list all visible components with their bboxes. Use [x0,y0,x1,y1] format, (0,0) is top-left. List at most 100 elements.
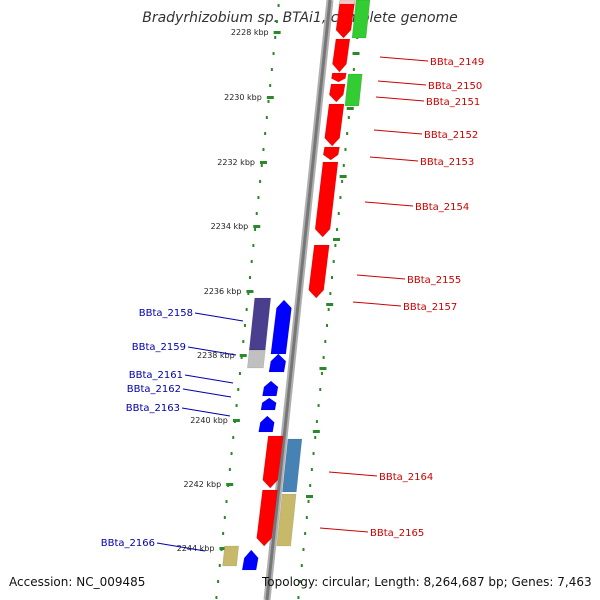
gene-bbta-2163 [258,415,275,433]
gene-bbta-2159 [268,353,287,373]
gene-label-right: BBta_2149 [430,57,484,68]
gene-bbta-2164 [262,435,284,489]
gene-label-right: BBta_2164 [379,472,433,483]
gene-blue [270,299,292,355]
major-tick [246,290,254,293]
right-track-dot [352,68,355,71]
left-track-dot [262,148,265,151]
gene-bbta-2152 [324,103,345,147]
gene-green-top [351,0,371,39]
kbp-label: 2240 kbp [190,416,228,425]
major-tick [273,31,281,34]
kbp-label: 2234 kbp [211,222,249,231]
left-track-dot [247,292,250,295]
right-track-dot [310,468,313,471]
left-track-dot [250,260,253,263]
major-tick [253,225,261,228]
gene-label-right: BBta_2157 [403,302,457,313]
right-track-dot [336,228,339,231]
right-track-dot [327,308,330,311]
right-track-dot [331,276,334,279]
right-track-dot [329,292,332,295]
right-track-dot [315,420,318,423]
major-tick [339,175,347,178]
gene-label-left: BBta_2161 [129,370,183,381]
leader-line [156,542,206,552]
right-track-dot [346,132,349,135]
gene-bbta-2166 [222,545,240,567]
gene-bbta-2150 [331,72,347,83]
right-track-dot [339,196,342,199]
right-track-dot [320,372,323,375]
right-track-dot [302,548,305,551]
left-track-dot [255,212,258,215]
leader-line [319,527,369,533]
right-track-dot [341,180,344,183]
gene-label-right: BBta_2165 [370,528,424,539]
right-track-dot [297,596,300,599]
left-track-dot [254,228,257,231]
major-tick [319,367,327,370]
major-tick [219,547,227,550]
gene-bbta-2159-box [247,349,266,369]
right-track-dot [304,532,307,535]
left-track-dot [222,532,225,535]
topology-text: Topology: circular; Length: 8,264,687 bp… [262,575,592,589]
left-track-dot [260,164,263,167]
right-track-dot [299,580,302,583]
genome-backbone [263,0,334,600]
major-tick [326,303,334,306]
kbp-label: 2232 kbp [217,158,255,167]
leader-line [194,312,244,322]
leader-line [181,407,231,417]
leader-line [356,274,406,280]
gene-bbta-2153 [322,146,340,161]
kbp-label: 2242 kbp [183,480,221,489]
gene-label-right: BBta_2150 [428,81,482,92]
genome-title: Bradyrhizobium sp. BTAi1, complete genom… [142,10,458,26]
left-track-dot [232,436,235,439]
gene-steel [282,438,303,493]
right-track-dot [322,356,325,359]
gene-label-left: BBta_2159 [132,342,186,353]
right-track-dot [332,260,335,263]
left-track-dot [243,324,246,327]
left-track-dot [230,452,233,455]
right-track-dot [317,404,320,407]
left-track-dot [257,196,260,199]
leader-line [182,388,232,398]
gene-label-right: BBta_2151 [426,97,480,108]
right-track-dot [319,388,322,391]
leader-line [377,80,427,86]
right-track-dot [337,212,340,215]
right-track-dot [300,564,303,567]
left-track-dot [264,132,267,135]
right-track-dot [344,148,347,151]
left-track-dot [218,564,221,567]
right-track-dot [314,436,317,439]
left-track-dot [225,500,228,503]
major-tick [346,107,354,110]
major-tick [306,495,314,498]
right-track-dot [334,244,337,247]
gene-green [344,73,363,107]
right-track-dot [347,116,350,119]
left-track-dot [240,356,243,359]
leader-line [375,96,425,102]
left-track-dot [274,36,277,39]
gene-bbta-2155 [308,244,330,299]
gene-label-right: BBta_2154 [415,202,469,213]
kbp-label: 2228 kbp [231,28,269,37]
gene-label-left: BBta_2158 [139,308,193,319]
leader-line [328,471,378,477]
right-track-dot [307,500,310,503]
major-tick [266,96,274,99]
left-track-dot [259,180,262,183]
major-tick [333,238,341,241]
gene-bbta-2151 [328,83,346,103]
left-track-dot [265,116,268,119]
leader-line [373,129,423,135]
major-tick [312,430,320,433]
left-track-dot [277,4,280,7]
kbp-label: 2244 kbp [177,544,215,553]
